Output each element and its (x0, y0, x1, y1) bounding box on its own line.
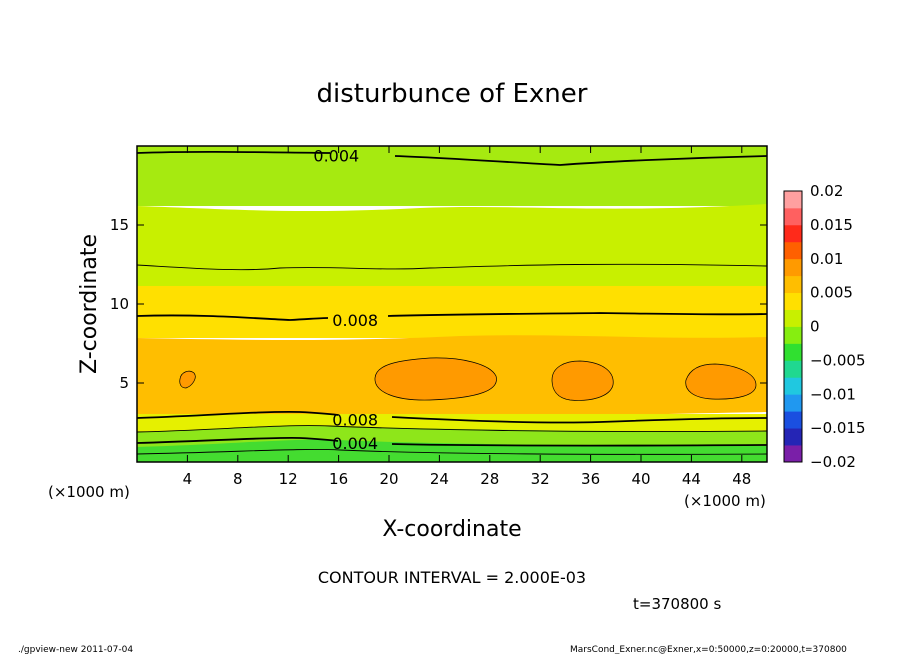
colorbar-tick-label: 0 (810, 318, 820, 336)
colorbar-swatch (784, 377, 802, 395)
colorbar-swatch (784, 394, 802, 412)
chart-title: disturbunce of Exner (317, 79, 588, 109)
colorbar-tick-label: 0.005 (810, 284, 853, 302)
colorbar-frame (783, 190, 803, 463)
band-yellowgreen (137, 204, 767, 286)
contour-interval: CONTOUR INTERVAL = 2.000E-03 (318, 568, 586, 587)
contour-upper-0004 (137, 150, 767, 166)
y-tick-label: 5 (119, 374, 129, 392)
colorbar-swatch (784, 292, 802, 310)
footer-left: ./gpview-new 2011-07-04 (18, 645, 133, 654)
contour-labels: 0.004 0.008 0.008 0.004 (313, 146, 378, 453)
x-tick-label: 48 (732, 470, 751, 488)
contour-upper-0006 (137, 263, 767, 271)
y-axis-label: Z-coordinate (77, 234, 102, 374)
contour-lower-0002 (137, 449, 767, 455)
colorbar-swatch (784, 191, 802, 209)
x-tick-label: 8 (233, 470, 243, 488)
contour-label: 0.008 (332, 410, 378, 429)
x-unit-left: (×1000 m) (48, 483, 130, 501)
colorbar-swatch (784, 360, 802, 378)
colorbar-swatch (784, 428, 802, 446)
x-tick-label: 36 (581, 470, 600, 488)
blob-1 (374, 357, 497, 401)
contour-label: 0.004 (313, 146, 359, 165)
x-unit-right: (×1000 m) (684, 492, 766, 510)
contour-label: 0.004 (332, 434, 378, 453)
x-tick-label: 44 (682, 470, 701, 488)
time-label: t=370800 s (633, 595, 721, 613)
footer-right: MarsCond_Exner.nc@Exner,x=0:50000,z=0:20… (570, 645, 847, 654)
contour-upper-0008 (137, 312, 767, 321)
colorbar-tick-label: −0.02 (810, 453, 856, 471)
colorbar-tick-label: 0.015 (810, 216, 853, 234)
x-tick-label: 20 (379, 470, 398, 488)
contour-lower-0004 (137, 436, 767, 447)
band-yellow (137, 286, 767, 338)
x-tick-label: 40 (631, 470, 650, 488)
blob-3 (685, 363, 757, 400)
colorbar-tick-label: 0.02 (810, 182, 843, 200)
contour-lower-0008 (137, 410, 767, 424)
x-tick-label: 28 (480, 470, 499, 488)
colorbar-tick-label: −0.01 (810, 385, 856, 403)
band-bottom-green (137, 439, 767, 462)
band-top (137, 146, 767, 206)
colorbar: 0.02 0.015 0.01 0.005 0 −0.005 −0.01 −0.015 −0.0… (783, 182, 866, 471)
x-tick-label: 32 (531, 470, 550, 488)
x-tick-label: 24 (430, 470, 449, 488)
contour-label: 0.008 (332, 311, 378, 330)
y-tick-label: 10 (110, 295, 129, 313)
colorbar-swatch (784, 207, 802, 226)
contour-lower-0006 (137, 425, 767, 433)
colorbar-swatch (784, 258, 802, 277)
colorbar-swatch (784, 445, 802, 463)
blob-4 (179, 370, 196, 389)
colorbar-swatch (784, 241, 802, 260)
colorbar-swatch (784, 343, 802, 361)
plot-area (137, 146, 767, 462)
blob-2 (551, 360, 614, 401)
colorbar-swatch (784, 411, 802, 429)
x-tick-label: 4 (183, 470, 193, 488)
colorbar-tick-label: −0.015 (810, 419, 866, 437)
colorbar-swatch (784, 275, 802, 294)
x-axis-label: X-coordinate (382, 517, 521, 542)
x-tick-label: 12 (279, 470, 298, 488)
colorbar-tick-label: −0.005 (810, 351, 866, 369)
colorbar-swatch (784, 224, 802, 243)
y-tick-label: 15 (110, 216, 129, 234)
colorbar-tick-label: 0.01 (810, 250, 843, 268)
x-tick-label: 16 (329, 470, 348, 488)
colorbar-swatch (784, 309, 802, 327)
colorbar-swatch (784, 326, 802, 344)
